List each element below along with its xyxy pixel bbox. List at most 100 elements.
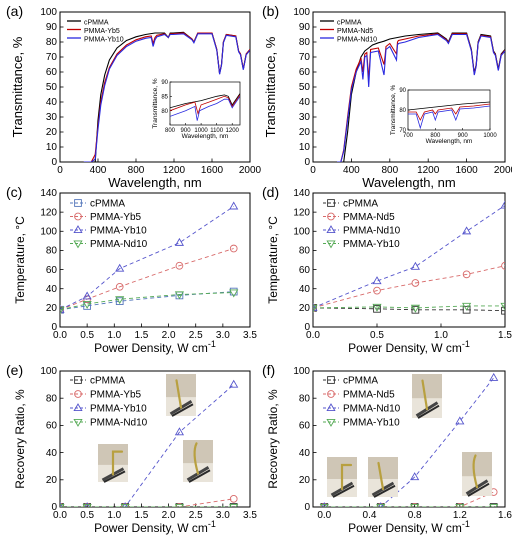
legend-marker-pmma-nd5 — [327, 390, 335, 398]
data-point-pmma-yb5 — [175, 261, 184, 270]
data-point-pmma-nd10 — [313, 302, 318, 311]
legend-marker-pmma-yb10 — [73, 403, 83, 412]
y-axis-title-b: Transmittance, % — [263, 36, 278, 137]
data-point-pmma-nd10 — [500, 200, 505, 209]
x-tick-label: 0.0 — [53, 510, 67, 521]
data-point-pmma-yb10 — [229, 379, 239, 388]
polymer-fiber-sample — [111, 450, 124, 476]
y-tick-label: 60 — [46, 265, 58, 276]
x-tick-label: 2.0 — [162, 330, 176, 341]
y-tick-label: 60 — [299, 67, 311, 78]
x-tick-label: 800 — [128, 165, 145, 176]
panel-label-a: (a) — [6, 3, 23, 19]
plot-frame-d — [312, 192, 506, 328]
y-tick-label: 50 — [46, 82, 58, 93]
series-line-pmma-yb10 — [83, 33, 250, 162]
data-point-pmma-nd10 — [377, 502, 384, 507]
inset-series-line-pmma-nd10 — [408, 105, 490, 130]
legend-marker-pmma-nd10 — [73, 240, 83, 249]
tweezers-tip — [373, 484, 396, 498]
y-tick-label: 60 — [46, 421, 58, 432]
inset-x-tick-label: 1100 — [210, 128, 224, 134]
y-tick-label: 90 — [46, 22, 58, 33]
series-line-pmma-nd5 — [324, 491, 494, 507]
x-axis-title-a: Wavelength, nm — [108, 175, 201, 190]
inset-y-tick-label: 90 — [161, 80, 168, 86]
y-tick-label: 10 — [46, 142, 58, 153]
inset-b: 700 800 900 1000 70 80 90 Wavelength, nm Transmi… — [390, 85, 497, 145]
data-point-pmma-yb5 — [229, 494, 238, 503]
data-point-cpmma — [489, 503, 498, 507]
inset-y-tick-label: 90 — [399, 88, 406, 94]
y-axis-title-a: Transmittance, % — [10, 36, 25, 137]
x-tick-label: 3.0 — [216, 330, 230, 341]
series-layer-f — [319, 372, 499, 507]
inset-x-tick-label: 900 — [181, 128, 192, 134]
y-tick-label: 50 — [299, 82, 311, 93]
data-point-pmma-yb10 — [84, 502, 90, 507]
data-point-pmma-yb10 — [174, 427, 185, 436]
x-tick-label: 1.5 — [498, 330, 512, 341]
y-tick-label: 30 — [46, 112, 58, 123]
y-tick-label: 100 — [40, 366, 57, 377]
x-tick-label: 1.0 — [434, 330, 448, 341]
data-point-pmma-nd5 — [373, 286, 381, 295]
data-point-pmma-yb10 — [174, 237, 185, 246]
data-point-pmma-nd10 — [174, 503, 185, 507]
inset-x-tick-label: 1000 — [194, 128, 208, 134]
y-tick-label: 80 — [299, 246, 311, 257]
x-axis-title-f: Power Density, W cm-1 — [348, 519, 470, 535]
x-tick-label: 1.0 — [107, 510, 121, 521]
series-line-pmma-yb10 — [60, 206, 234, 311]
y-tick-label: 100 — [293, 226, 310, 237]
data-point-pmma-nd5 — [410, 503, 419, 507]
data-point-pmma-nd5 — [455, 503, 464, 507]
legend-label-pmma-yb5: PMMA-Yb5 — [90, 212, 142, 223]
panel-label-b: (b) — [262, 3, 279, 19]
x-tick-label: 2.5 — [189, 330, 203, 341]
polymer-fiber-sample — [472, 454, 479, 489]
y-tick-label: 40 — [299, 97, 311, 108]
series-layer-e — [60, 379, 239, 507]
inset-x-tick-label: 800 — [165, 128, 176, 134]
y-tick-label: 70 — [299, 52, 311, 63]
series-line-cpmma — [313, 307, 505, 312]
y-tick-label: 0 — [304, 157, 310, 168]
panel-label-c: (c) — [6, 184, 22, 200]
polymer-fiber-sample — [377, 461, 385, 491]
inset-y-tick-label: 85 — [161, 95, 168, 101]
y-tick-label: 0 — [304, 502, 310, 513]
legend-label-pmma-yb10: PMMA-Yb10 — [90, 225, 147, 236]
data-point-pmma-nd10 — [410, 261, 420, 270]
data-point-cpmma — [411, 305, 420, 314]
polymer-fiber-sample — [340, 463, 353, 491]
y-tick-label: 0 — [304, 322, 310, 333]
x-tick-label: 3.5 — [243, 510, 257, 521]
x-tick-label: 1.0 — [107, 330, 121, 341]
y-tick-label: 20 — [299, 127, 311, 138]
sample-photo-f-3 — [368, 457, 398, 498]
x-tick-label: 1600 — [201, 165, 224, 176]
x-tick-label: 0 — [310, 165, 316, 176]
inset-y-tick-label: 80 — [161, 109, 168, 115]
x-tick-label: 400 — [90, 165, 107, 176]
y-axis-title-e: Recovery Ratio, % — [13, 389, 27, 489]
data-point-pmma-yb5 — [60, 305, 64, 314]
data-point-pmma-yb10 — [489, 503, 499, 507]
series-layer-a — [83, 31, 250, 162]
legend-d: cPMMA PMMA-Nd5 PMMA-Nd10 PMMA-Yb10 — [323, 198, 401, 250]
y-tick-label: 100 — [40, 7, 57, 18]
data-point-pmma-yb10 — [500, 302, 505, 311]
legend-label-pmma-nd10: PMMA-Nd10 — [337, 36, 377, 43]
x-tick-label: 0.0 — [53, 330, 67, 341]
data-point-pmma-yb5 — [115, 282, 124, 291]
data-point-pmma-yb5 — [229, 244, 238, 253]
panel-label-e: (e) — [6, 362, 23, 378]
y-tick-label: 80 — [46, 37, 58, 48]
data-point-pmma-yb10 — [376, 503, 386, 507]
tweezers-tip — [417, 404, 440, 419]
data-point-cpmma — [373, 304, 381, 313]
sample-photo-f-2 — [327, 457, 357, 498]
data-point-pmma-yb10 — [410, 503, 420, 507]
